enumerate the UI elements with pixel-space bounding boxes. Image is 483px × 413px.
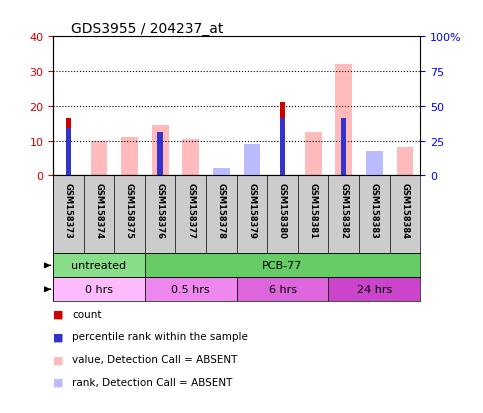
Bar [66, 119, 71, 176]
Text: GSM158380: GSM158380 [278, 182, 287, 238]
Bar [213, 169, 230, 176]
Text: value, Detection Call = ABSENT: value, Detection Call = ABSENT [72, 354, 238, 364]
Text: 0.5 hrs: 0.5 hrs [171, 285, 210, 294]
Bar [91, 141, 107, 176]
Bar [335, 65, 352, 176]
Text: percentile rank within the sample: percentile rank within the sample [72, 332, 248, 342]
Bar [145, 254, 420, 278]
Text: GSM158383: GSM158383 [370, 182, 379, 238]
Text: 24 hrs: 24 hrs [357, 285, 392, 294]
Text: GSM158377: GSM158377 [186, 182, 195, 238]
Text: GDS3955 / 204237_at: GDS3955 / 204237_at [71, 22, 224, 36]
Text: GSM158374: GSM158374 [95, 182, 103, 238]
Text: GSM158382: GSM158382 [339, 182, 348, 238]
Bar [280, 103, 285, 176]
Text: GSM158384: GSM158384 [400, 182, 410, 238]
Text: rank, Detection Call = ABSENT: rank, Detection Call = ABSENT [72, 377, 233, 387]
Bar [243, 146, 260, 176]
Text: GSM158379: GSM158379 [247, 182, 256, 238]
Bar [152, 126, 169, 176]
Bar [237, 278, 328, 301]
Text: count: count [72, 309, 102, 319]
Bar [397, 148, 413, 176]
Text: ■: ■ [53, 354, 64, 364]
Bar [66, 129, 71, 176]
Text: GSM158381: GSM158381 [309, 182, 318, 238]
Bar [121, 138, 138, 176]
Text: ■: ■ [53, 309, 64, 319]
Bar [366, 159, 383, 176]
Bar [328, 278, 420, 301]
Text: 6 hrs: 6 hrs [269, 285, 297, 294]
Text: ■: ■ [53, 377, 64, 387]
Text: GSM158375: GSM158375 [125, 182, 134, 238]
Text: untreated: untreated [71, 261, 127, 271]
Bar [305, 133, 322, 176]
Bar [53, 254, 145, 278]
Text: ■: ■ [53, 332, 64, 342]
Text: GSM158378: GSM158378 [217, 182, 226, 238]
Bar [145, 278, 237, 301]
Bar [280, 119, 285, 176]
Bar [243, 145, 260, 176]
Text: PCB-77: PCB-77 [262, 261, 303, 271]
Bar [341, 119, 346, 176]
Bar [183, 140, 199, 176]
Bar [53, 278, 145, 301]
Text: GSM158373: GSM158373 [64, 182, 73, 238]
Bar [366, 152, 383, 176]
Text: GSM158376: GSM158376 [156, 182, 165, 238]
Bar [157, 133, 163, 176]
Text: 0 hrs: 0 hrs [85, 285, 113, 294]
